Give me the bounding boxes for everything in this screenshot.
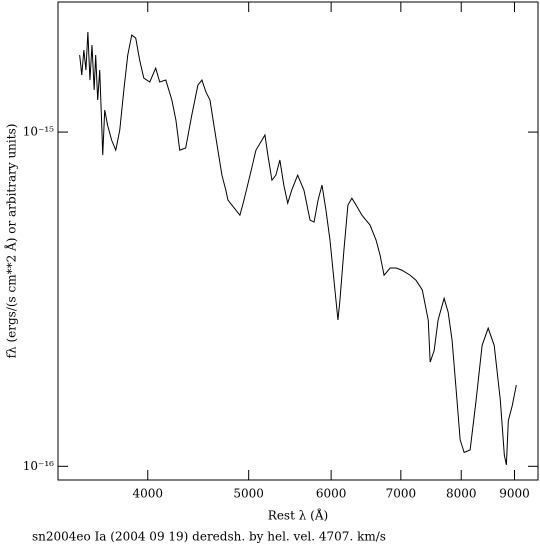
x-tick-label: 4000: [132, 487, 163, 501]
x-axis-label: Rest λ (Å): [268, 508, 328, 523]
x-tick-label: 9000: [499, 487, 530, 501]
caption: sn2004eo Ia (2004 09 19) deredsh. by hel…: [32, 530, 386, 544]
plot-frame: [57, 1, 539, 481]
x-tick-label: 8000: [446, 487, 477, 501]
spectrum-line: [79, 31, 517, 465]
y-tick-label: 10⁻¹⁵: [23, 125, 54, 139]
x-tick-label: 6000: [316, 487, 347, 501]
y-tick-label: 10⁻¹⁶: [23, 459, 54, 473]
x-tick-label: 5000: [233, 487, 264, 501]
x-tick-label: 7000: [386, 487, 417, 501]
y-axis-label: fλ (ergs/(s cm**2 Å) or arbitrary units): [4, 124, 19, 359]
